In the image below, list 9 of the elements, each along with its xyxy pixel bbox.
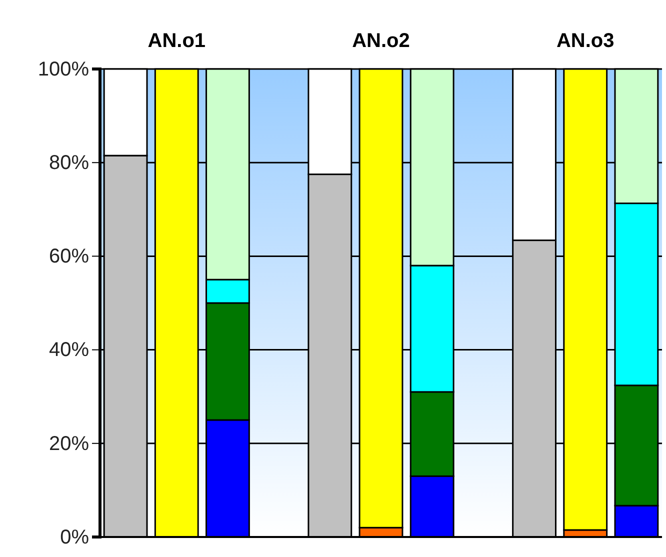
x-tick-label: AN.o2 — [352, 30, 410, 52]
x-tick-label: AN.o1 — [148, 30, 206, 52]
y-tick-label: 80% — [48, 152, 90, 174]
y-tick-label: 40% — [48, 339, 90, 362]
y-tick-label: 20% — [48, 432, 90, 455]
y-tick-label: 60% — [48, 246, 90, 268]
y-tick-label: 0% — [60, 526, 90, 548]
x-tick-label: AN.o3 — [556, 30, 614, 52]
y-tick-label: 100% — [38, 58, 90, 80]
